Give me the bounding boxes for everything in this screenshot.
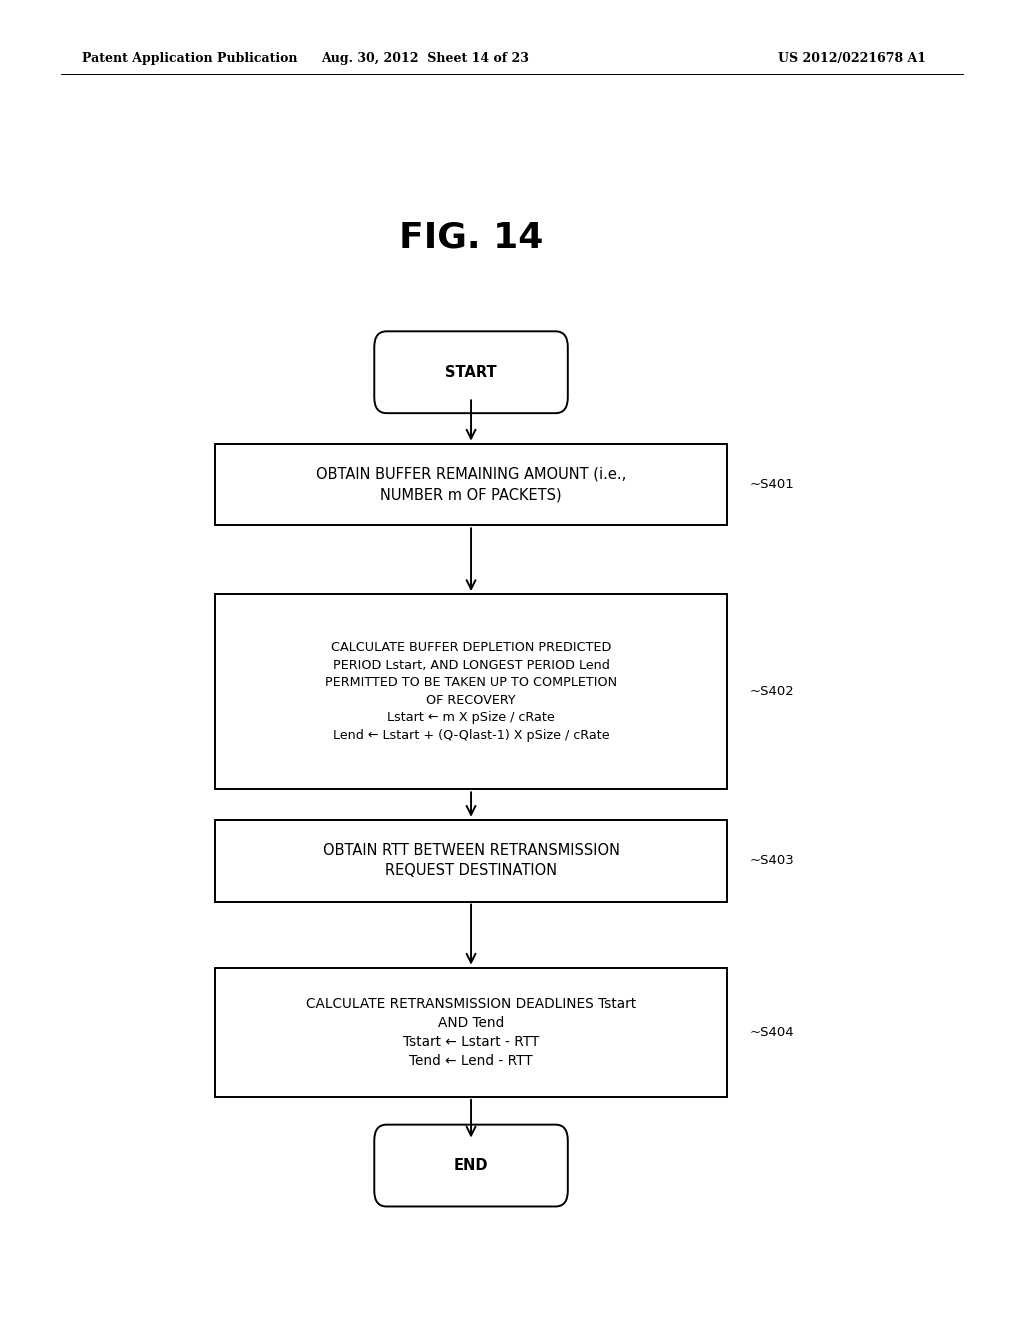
Text: FIG. 14: FIG. 14 <box>399 220 543 255</box>
Bar <box>215 444 727 525</box>
Text: START: START <box>445 364 497 380</box>
Text: CALCULATE BUFFER DEPLETION PREDICTED
PERIOD Lstart, AND LONGEST PERIOD Lend
PERM: CALCULATE BUFFER DEPLETION PREDICTED PER… <box>325 642 617 742</box>
Bar <box>215 820 727 902</box>
Bar <box>215 968 727 1097</box>
Text: ~S401: ~S401 <box>750 478 795 491</box>
Text: Aug. 30, 2012  Sheet 14 of 23: Aug. 30, 2012 Sheet 14 of 23 <box>321 51 529 65</box>
Text: Patent Application Publication: Patent Application Publication <box>82 51 297 65</box>
Text: ~S402: ~S402 <box>750 685 795 698</box>
Text: OBTAIN BUFFER REMAINING AMOUNT (i.e.,
NUMBER m OF PACKETS): OBTAIN BUFFER REMAINING AMOUNT (i.e., NU… <box>316 467 626 502</box>
Text: ~S404: ~S404 <box>750 1026 795 1039</box>
Text: OBTAIN RTT BETWEEN RETRANSMISSION
REQUEST DESTINATION: OBTAIN RTT BETWEEN RETRANSMISSION REQUES… <box>323 843 620 878</box>
FancyBboxPatch shape <box>375 1125 567 1206</box>
Text: CALCULATE RETRANSMISSION DEADLINES Tstart
AND Tend
Tstart ← Lstart - RTT
Tend ← : CALCULATE RETRANSMISSION DEADLINES Tstar… <box>306 997 636 1068</box>
Text: ~S403: ~S403 <box>750 854 795 867</box>
Bar <box>215 594 727 789</box>
Text: US 2012/0221678 A1: US 2012/0221678 A1 <box>778 51 927 65</box>
FancyBboxPatch shape <box>375 331 567 413</box>
Text: END: END <box>454 1158 488 1173</box>
